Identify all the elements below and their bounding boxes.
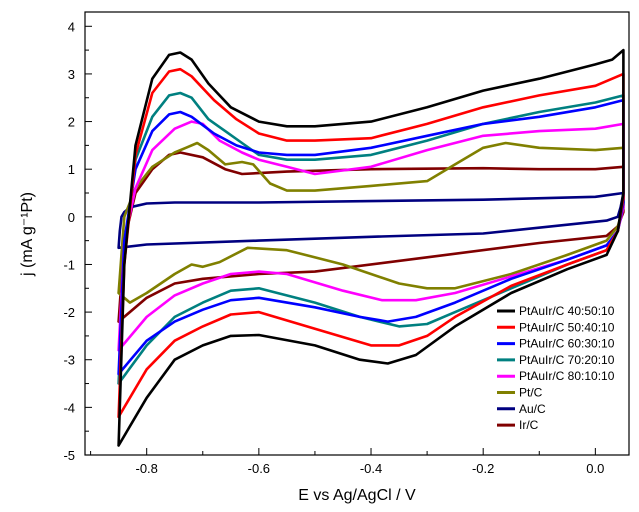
series-line-ptauir-c-50-40-10 (117, 67, 625, 419)
axis-layer: -0.8 -0.6 -0.4 -0.2 0.0 -5 -4 -3 -2 -1 0 1 2 3 4 (63, 19, 604, 476)
series-layer (117, 48, 625, 447)
x-tick-label: -0.6 (248, 461, 270, 476)
series-line-pt-c (117, 141, 625, 304)
legend: PtAuIr/C 40:50:10 PtAuIr/C 50:40:10 PtAuIr… (497, 304, 615, 432)
y-axis-title: j (mA g⁻¹Pt) (19, 192, 36, 277)
legend-label: PtAuIr/C 70:20:10 (519, 353, 615, 367)
x-tick-label: -0.4 (360, 461, 382, 476)
y-tick-label: 2 (68, 115, 75, 130)
y-tick-label: -4 (63, 400, 75, 415)
legend-label: PtAuIr/C 80:10:10 (519, 369, 615, 383)
legend-label: PtAuIr/C 60:30:10 (519, 337, 615, 351)
y-tick-label: -5 (63, 448, 75, 463)
series-line-ptauir-c-80-10-10 (117, 120, 625, 352)
y-tick-label: 4 (68, 19, 75, 34)
plot-frame (84, 11, 630, 456)
y-tick-label: 0 (68, 210, 75, 225)
legend-label: Pt/C (519, 386, 543, 400)
legend-label: PtAuIr/C 50:40:10 (519, 320, 615, 334)
y-tick-label: 3 (68, 67, 75, 82)
legend-label: Au/C (519, 402, 546, 416)
series-line-ptauir-c-60-30-10 (117, 98, 625, 376)
y-tick-label: 1 (68, 162, 75, 177)
series-line-ptauir-c-70-20-10 (117, 91, 625, 385)
y-tick-label: -2 (63, 305, 75, 320)
x-tick-label: 0.0 (586, 461, 604, 476)
series-line-ptauir-c-40-50-10 (117, 48, 625, 447)
x-tick-label: -0.2 (472, 461, 494, 476)
series-line-au-c (117, 191, 625, 250)
y-tick-label: -1 (63, 257, 75, 272)
x-tick-label: -0.8 (135, 461, 157, 476)
y-tick-label: -3 (63, 353, 75, 368)
x-axis-title: E vs Ag/AgCl / V (298, 487, 416, 504)
legend-label: Ir/C (519, 418, 539, 432)
legend-label: PtAuIr/C 40:50:10 (519, 304, 615, 318)
